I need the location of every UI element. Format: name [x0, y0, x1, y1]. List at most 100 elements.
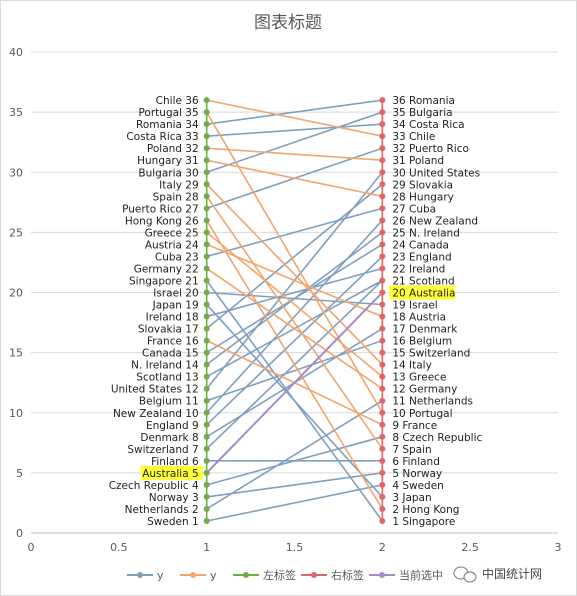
left-data-label: Japan 19 — [152, 300, 199, 312]
right-data-label: 33 Chile — [392, 131, 435, 143]
data-point — [379, 337, 386, 344]
connection-line — [206, 123, 383, 137]
right-data-label: 13 Greece — [392, 372, 446, 384]
right-data-label: 2 Hong Kong — [392, 504, 459, 516]
data-point — [379, 301, 386, 308]
connection-line — [206, 267, 383, 390]
data-point — [203, 121, 210, 128]
left-data-label: Israel 20 — [153, 288, 198, 300]
left-data-label: Austria 24 — [145, 239, 199, 251]
data-point — [379, 445, 386, 452]
data-point — [203, 397, 210, 404]
y-tick-label: 10 — [9, 407, 23, 420]
data-point — [379, 181, 386, 188]
data-point — [203, 241, 210, 248]
right-data-label: 17 Denmark — [392, 324, 458, 336]
data-point — [379, 397, 386, 404]
legend-label: y — [157, 569, 164, 582]
connection-line — [206, 231, 383, 378]
wechat-icon — [453, 566, 477, 583]
x-tick-label: 2 — [379, 541, 386, 554]
data-point — [203, 517, 210, 524]
left-data-label: United States 12 — [111, 384, 199, 396]
left-data-label: France 16 — [147, 336, 199, 348]
data-point — [379, 145, 386, 152]
right-data-label: 22 Ireland — [392, 263, 445, 275]
right-data-label: 23 England — [392, 251, 451, 263]
data-point — [203, 217, 210, 224]
left-data-label: Canada 15 — [142, 348, 199, 360]
left-data-label: Chile 36 — [156, 95, 199, 107]
data-point — [379, 349, 386, 356]
data-point — [203, 133, 210, 140]
right-data-label: 9 France — [392, 420, 437, 432]
data-point — [379, 289, 386, 296]
data-point — [203, 325, 210, 332]
data-point — [203, 505, 210, 512]
data-point — [203, 193, 210, 200]
connection-line — [206, 183, 383, 330]
legend-label: 当前选中 — [399, 568, 443, 582]
left-data-label: Poland 32 — [147, 143, 199, 155]
left-data-label: Portugal 35 — [138, 107, 198, 119]
x-tick-label: 1.5 — [286, 541, 304, 554]
right-data-label: 8 Czech Republic — [392, 432, 482, 444]
x-tick-label: 0.5 — [110, 541, 128, 554]
data-point — [379, 457, 386, 464]
data-point — [379, 157, 386, 164]
data-point — [379, 121, 386, 128]
right-data-label: 24 Canada — [392, 239, 449, 251]
x-tick-label: 2.5 — [461, 541, 479, 554]
data-point — [203, 145, 210, 152]
data-point — [379, 385, 386, 392]
data-point — [379, 361, 386, 368]
left-data-label: Belgium 11 — [139, 396, 199, 408]
data-point — [379, 505, 386, 512]
data-point — [379, 253, 386, 260]
connection-line — [206, 267, 383, 318]
right-data-label: 5 Norway — [392, 468, 442, 480]
legend-label: 右标签 — [331, 568, 364, 582]
highlight-box — [140, 465, 203, 480]
left-data-label: Ireland 18 — [146, 312, 199, 324]
left-data-label: Hungary 31 — [137, 155, 199, 167]
left-data-label: Slovakia 17 — [138, 324, 199, 336]
data-point — [203, 157, 210, 164]
data-point — [379, 133, 386, 140]
left-data-label: Costa Rica 33 — [126, 131, 198, 143]
left-data-label: Australia 5 — [142, 468, 198, 480]
x-tick-label: 3 — [555, 541, 562, 554]
data-point — [203, 481, 210, 488]
data-point — [203, 181, 210, 188]
connection-line — [206, 183, 383, 366]
left-data-label: Cuba 23 — [155, 251, 199, 263]
y-tick-label: 15 — [9, 347, 23, 360]
right-data-label: 10 Portugal — [392, 408, 452, 420]
data-point — [203, 109, 210, 116]
connection-line — [206, 219, 383, 414]
data-point — [203, 337, 210, 344]
data-point — [203, 433, 210, 440]
legend-marker — [137, 572, 143, 578]
left-data-label: Greece 25 — [145, 227, 199, 239]
highlight-box — [389, 285, 456, 300]
connection-line — [206, 400, 383, 510]
data-point — [203, 445, 210, 452]
data-point — [379, 205, 386, 212]
right-data-label: 28 Hungary — [392, 191, 454, 203]
right-data-label: 7 Spain — [392, 444, 431, 456]
data-point — [379, 97, 386, 104]
data-point — [203, 493, 210, 500]
right-data-label: 30 United States — [392, 167, 480, 179]
x-tick-label: 1 — [203, 541, 210, 554]
connection-line — [206, 207, 383, 258]
y-tick-label: 25 — [9, 226, 23, 239]
data-point — [203, 229, 210, 236]
data-point — [203, 277, 210, 284]
right-data-label: 25 N. Ireland — [392, 227, 460, 239]
connection-line — [206, 291, 383, 306]
data-point — [379, 433, 386, 440]
data-point — [379, 421, 386, 428]
y-tick-label: 0 — [16, 527, 23, 540]
